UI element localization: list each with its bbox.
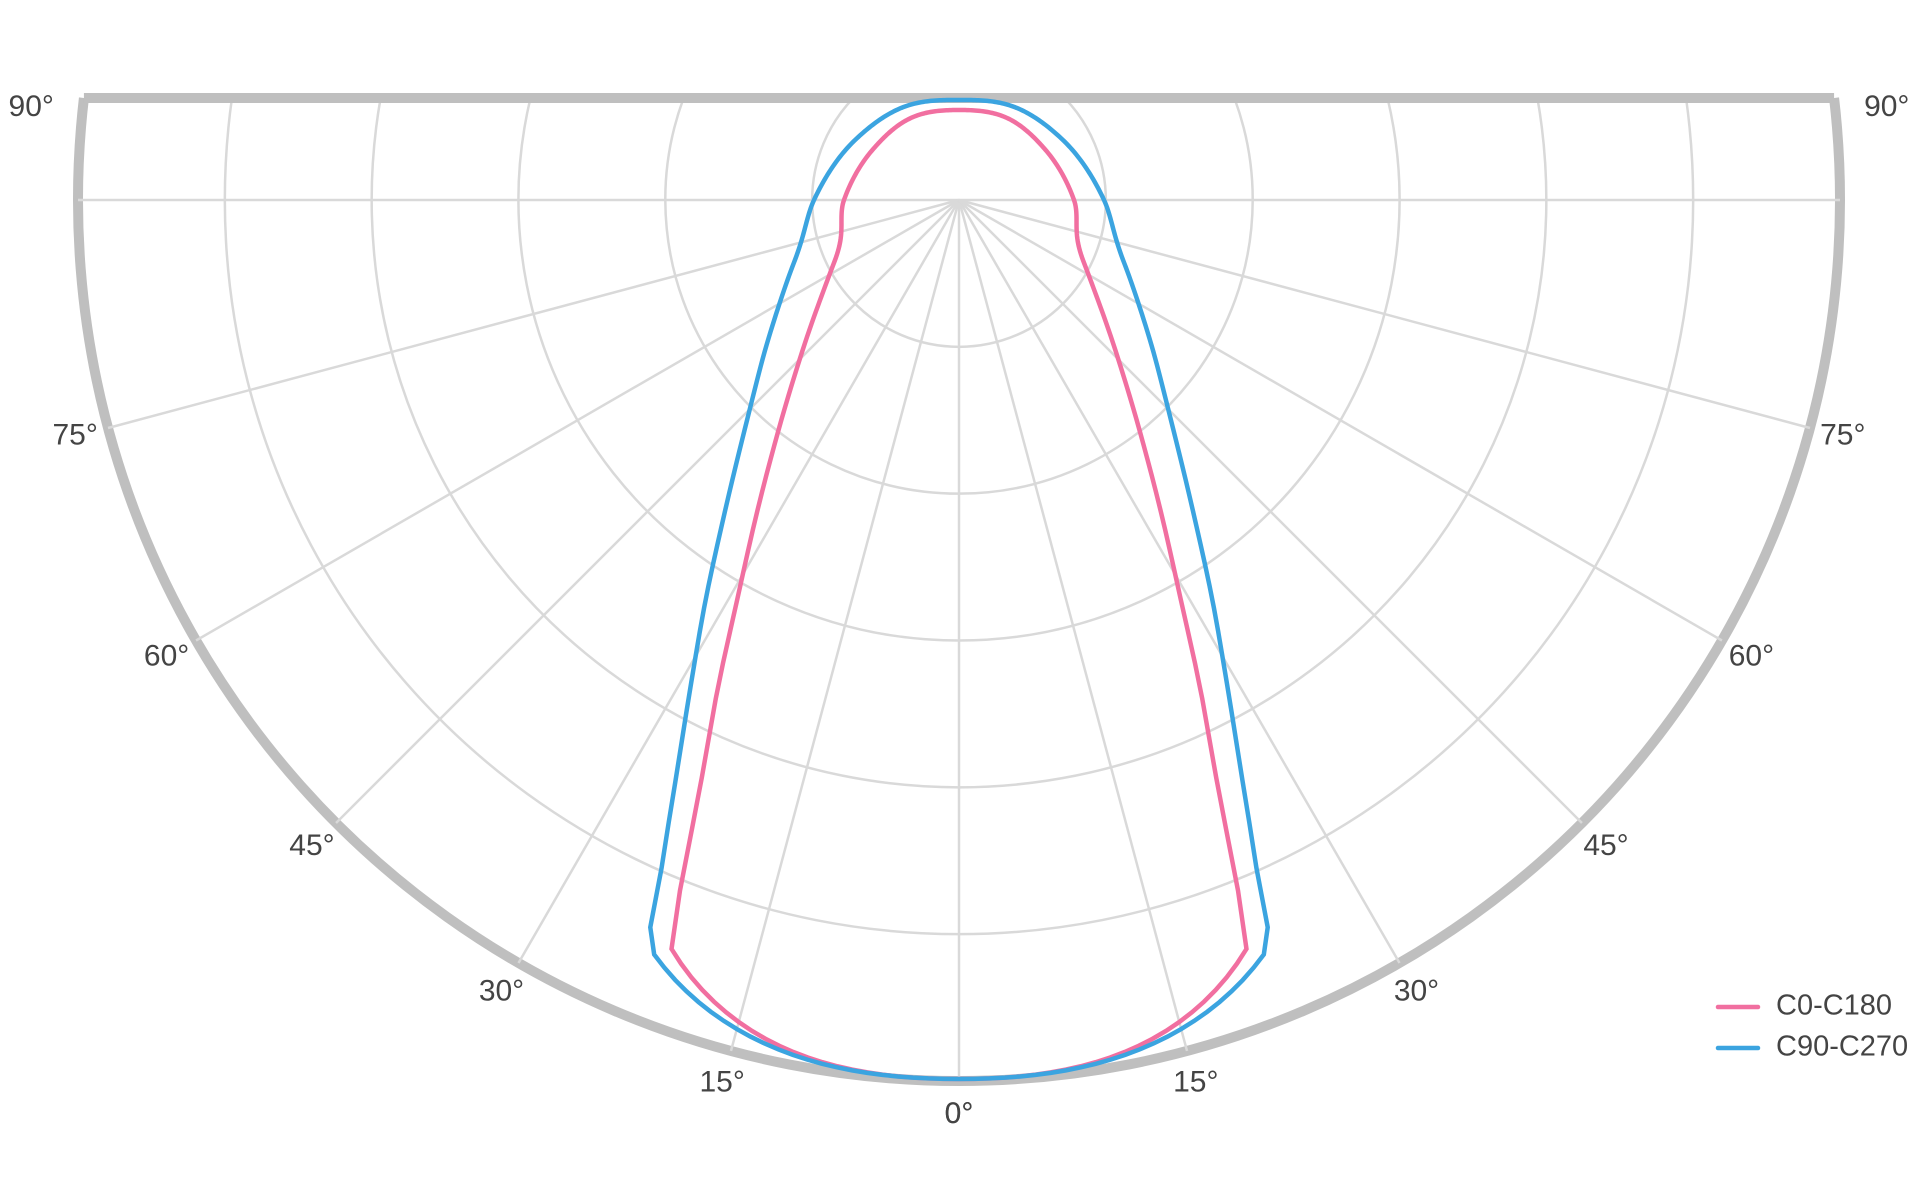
- svg-text:0°: 0°: [945, 1097, 974, 1130]
- svg-text:90°: 90°: [9, 90, 54, 123]
- svg-text:90°: 90°: [1864, 90, 1909, 123]
- svg-text:75°: 75°: [1820, 419, 1865, 452]
- svg-text:75°: 75°: [52, 419, 97, 452]
- svg-text:15°: 15°: [699, 1066, 744, 1099]
- svg-text:C90-C270: C90-C270: [1776, 1031, 1908, 1063]
- svg-text:30°: 30°: [479, 974, 524, 1007]
- svg-text:15°: 15°: [1173, 1066, 1218, 1099]
- svg-text:60°: 60°: [1729, 639, 1774, 672]
- svg-text:30°: 30°: [1394, 974, 1439, 1007]
- svg-text:C0-C180: C0-C180: [1776, 990, 1892, 1022]
- svg-text:60°: 60°: [144, 639, 189, 672]
- svg-text:45°: 45°: [289, 829, 334, 862]
- svg-text:45°: 45°: [1583, 829, 1628, 862]
